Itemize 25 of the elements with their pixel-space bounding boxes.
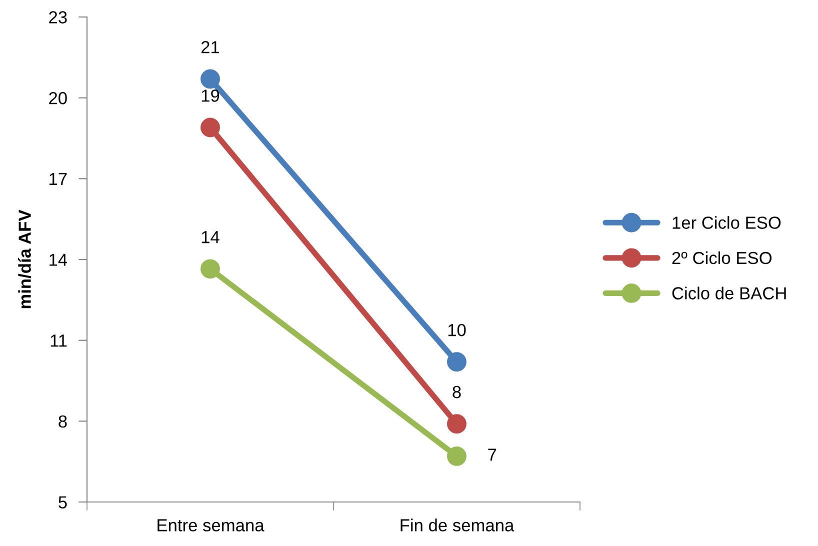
y-tick-label: 23 [49, 11, 67, 24]
y-tick-label: 17 [50, 173, 67, 185]
y-tick-label: 5 [58, 496, 67, 508]
data-label: 7 [488, 448, 496, 461]
legend-label: 2º Ciclo ESO [672, 251, 772, 264]
legend-label: Ciclo de BACH [672, 286, 786, 300]
y-tick-label: 14 [50, 254, 68, 266]
y-axis-title: min/día AFV [18, 210, 32, 308]
y-tick-label: 11 [50, 334, 67, 347]
x-tick-label: Fin de semana [400, 518, 514, 532]
point [447, 414, 466, 434]
x-tick-label: Entre semana [158, 519, 264, 532]
point [200, 69, 220, 89]
point [447, 352, 466, 372]
data-label: 14 [202, 231, 220, 244]
data-label: 8 [452, 386, 461, 398]
point [200, 118, 220, 138]
data-label: 10 [448, 324, 466, 336]
point [447, 446, 466, 466]
y-tick-label: 8 [58, 415, 67, 428]
data-label: 21 [201, 41, 220, 54]
point [200, 259, 220, 279]
y-tick-label: 20 [49, 92, 67, 104]
legend-label: 1er Ciclo ESO [672, 216, 781, 229]
data-label: 19 [202, 90, 220, 102]
